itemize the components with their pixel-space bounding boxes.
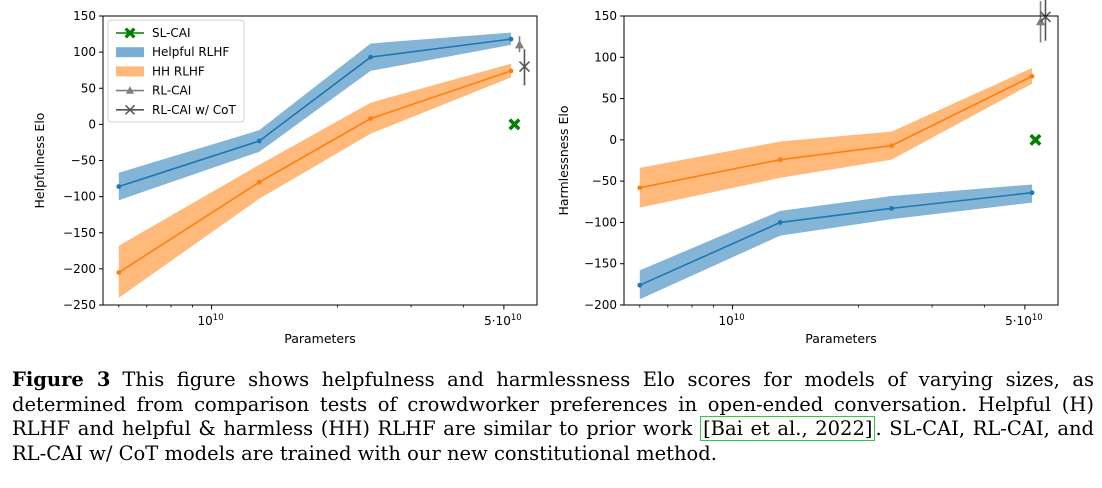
y-tick-label: −200 <box>584 298 617 312</box>
hh-rlhf-point <box>256 179 262 185</box>
legend-swatch-hh-rlhf <box>116 66 144 77</box>
legend-marker-rl-cai-w-cot <box>124 104 136 115</box>
y-tick-label: 100 <box>73 45 96 59</box>
helpful-rlhf-point <box>508 36 514 42</box>
citation-link[interactable]: [Bai et al., 2022] <box>700 416 876 441</box>
hh-rlhf-point <box>1029 73 1035 79</box>
x-tick-label: 5·1010 <box>1005 313 1043 328</box>
hh-rlhf-band <box>639 68 1033 208</box>
x-axis-title: Parameters <box>805 331 877 346</box>
y-axis-title: Harmlessness Elo <box>556 106 571 216</box>
rl-cai-w-cot-marker <box>518 61 530 73</box>
helpful-rlhf-line <box>118 38 512 188</box>
helpful-rlhf-point <box>1029 190 1035 196</box>
hh-rlhf-band <box>118 63 512 298</box>
x-axis-title: Parameters <box>284 331 356 346</box>
helpful-rlhf-point <box>368 54 373 60</box>
figure-charts: 150 100 50 0 −50 −100 −150 −200 −250 1010 5·1010 Pa… <box>32 0 1059 346</box>
legend: SL-CAI Helpful RLHF HH RLHF RL-CAI RL-CAI w/… <box>107 19 245 123</box>
legend-label-rl-cai: RL-CAI <box>152 84 191 98</box>
sl-cai-marker <box>508 118 521 131</box>
helpful-rlhf-point <box>637 282 643 288</box>
chart-2: 150 100 50 0 −50 −100 −150 −200 1010 5·1010 Parame… <box>556 0 1059 346</box>
helpful-rlhf-band <box>639 184 1033 300</box>
helpful-rlhf-point <box>777 220 783 225</box>
rl-cai-w-cot-marker-stroke-b <box>1039 11 1051 23</box>
y-tick-label: −250 <box>63 298 96 312</box>
y-tick-label: −150 <box>63 226 96 240</box>
y-tick-label: 150 <box>73 9 96 23</box>
hh-rlhf-point <box>637 185 643 191</box>
x-tick-label: 5·1010 <box>484 313 522 328</box>
legend-box <box>107 19 245 123</box>
helpful-rlhf-point <box>116 184 122 189</box>
y-tick-label: −50 <box>71 154 96 168</box>
rl-cai-w-cot-marker-stroke-b <box>518 61 530 73</box>
helpful-rlhf-line <box>639 191 1033 286</box>
legend-label-hh-rlhf: HH RLHF <box>152 64 205 78</box>
caption-text-end: . SL-CAI, RL-CAI, and RL-CAI w/ CoT mode… <box>12 417 1095 465</box>
y-tick-label: 100 <box>594 50 617 64</box>
helpful-rlhf-band <box>118 32 512 201</box>
y-tick-label: 0 <box>88 117 96 131</box>
legend-label-sl-cai: SL-CAI <box>152 26 191 40</box>
y-axis-title: Helpfulness Elo <box>32 113 47 209</box>
x-tick-label: 1010 <box>719 313 745 328</box>
hh-rlhf-point <box>889 143 894 149</box>
caption-text: This figure shows helpfulness and harmle… <box>12 368 1094 440</box>
helpful-rlhf-point <box>256 138 262 144</box>
hh-rlhf-line <box>118 70 512 274</box>
y-tick-label: −100 <box>63 190 96 204</box>
sl-cai-marker <box>1029 133 1042 146</box>
rl-cai-marker <box>515 39 525 49</box>
y-tick-label: −200 <box>63 262 96 276</box>
legend-marker-sl-cai <box>124 27 136 39</box>
hh-rlhf-point <box>116 270 122 275</box>
y-tick-label: 150 <box>594 9 617 23</box>
chart-1: 150 100 50 0 −50 −100 −150 −200 −250 1010 5·1010 Pa… <box>32 9 538 346</box>
figure-caption: Figure 3 This figure shows helpfulness an… <box>12 368 1094 466</box>
legend-swatch-helpful-rlhf <box>116 47 144 58</box>
y-tick-label: −100 <box>584 215 617 229</box>
hh-rlhf-line <box>639 75 1033 189</box>
hh-rlhf-point <box>368 116 373 121</box>
legend-label-helpful-rlhf: Helpful RLHF <box>152 45 229 59</box>
y-tick-label: −150 <box>584 257 617 271</box>
hh-rlhf-point <box>777 157 783 163</box>
legend-marker-rl-cai-w-cot-stroke-b <box>124 104 136 115</box>
y-tick-label: 50 <box>602 92 617 106</box>
legend-marker-rl-cai <box>125 86 135 94</box>
x-tick-label: 1010 <box>198 313 224 328</box>
y-tick-label: −50 <box>592 174 617 188</box>
caption-label: Figure 3 <box>12 368 111 391</box>
legend-label-rl-cai-w-cot: RL-CAI w/ CoT <box>152 103 236 117</box>
plot-frame <box>623 15 1059 306</box>
rl-cai-w-cot-marker <box>1039 11 1051 23</box>
y-tick-label: 50 <box>81 81 96 95</box>
hh-rlhf-point <box>508 68 514 74</box>
helpful-rlhf-point <box>889 205 894 211</box>
y-tick-label: 0 <box>609 133 617 147</box>
